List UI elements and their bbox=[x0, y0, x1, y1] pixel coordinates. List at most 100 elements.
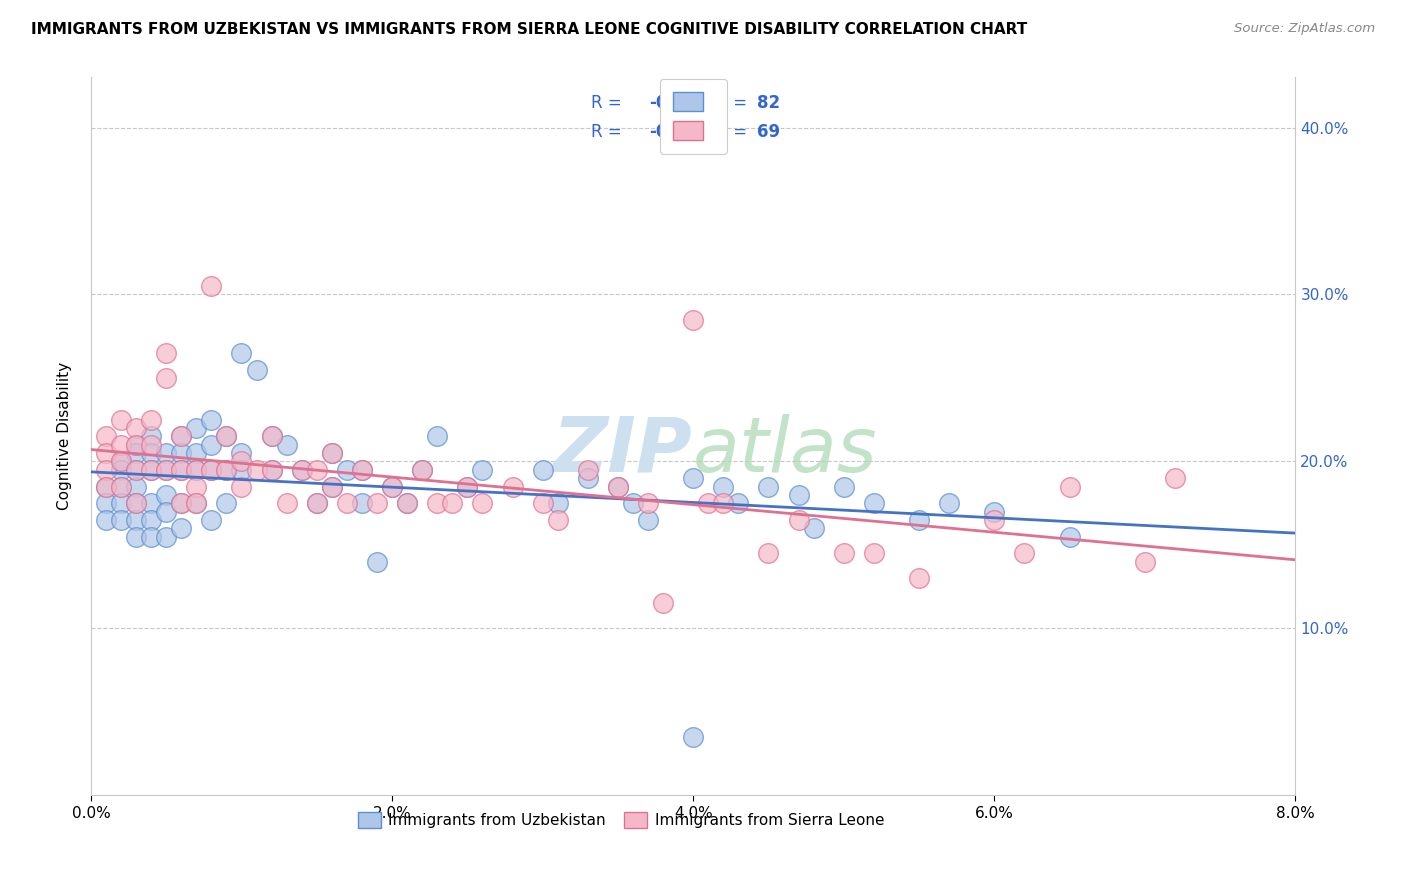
Point bbox=[441, 496, 464, 510]
Point bbox=[200, 279, 222, 293]
Point bbox=[727, 496, 749, 510]
Point bbox=[260, 463, 283, 477]
Point bbox=[215, 496, 238, 510]
Point bbox=[155, 530, 177, 544]
Point bbox=[170, 496, 193, 510]
Point bbox=[170, 429, 193, 443]
Point bbox=[787, 488, 810, 502]
Point bbox=[1133, 555, 1156, 569]
Text: 69: 69 bbox=[756, 123, 780, 141]
Point bbox=[141, 438, 163, 452]
Point bbox=[350, 496, 373, 510]
Point bbox=[983, 513, 1005, 527]
Point bbox=[215, 463, 238, 477]
Point bbox=[305, 463, 328, 477]
Point bbox=[170, 463, 193, 477]
Point bbox=[305, 496, 328, 510]
Point bbox=[141, 413, 163, 427]
Point bbox=[531, 463, 554, 477]
Point bbox=[231, 463, 253, 477]
Text: Source: ZipAtlas.com: Source: ZipAtlas.com bbox=[1234, 22, 1375, 36]
Point bbox=[186, 421, 208, 435]
Point bbox=[155, 371, 177, 385]
Text: -0.124: -0.124 bbox=[648, 123, 709, 141]
Point bbox=[125, 463, 148, 477]
Point bbox=[908, 571, 931, 585]
Point bbox=[155, 346, 177, 360]
Point bbox=[682, 730, 704, 744]
Point bbox=[606, 479, 628, 493]
Point bbox=[637, 496, 659, 510]
Point bbox=[245, 362, 267, 376]
Point bbox=[697, 496, 720, 510]
Point bbox=[321, 479, 343, 493]
Point bbox=[321, 446, 343, 460]
Point bbox=[186, 463, 208, 477]
Text: -0.036: -0.036 bbox=[648, 95, 709, 112]
Text: atlas: atlas bbox=[693, 414, 877, 488]
Point bbox=[1164, 471, 1187, 485]
Point bbox=[170, 429, 193, 443]
Point bbox=[110, 454, 132, 468]
Point bbox=[94, 446, 117, 460]
Point bbox=[231, 454, 253, 468]
Point bbox=[125, 479, 148, 493]
Point bbox=[141, 463, 163, 477]
Point bbox=[125, 530, 148, 544]
Point bbox=[411, 463, 433, 477]
Point bbox=[863, 496, 886, 510]
Point bbox=[125, 496, 148, 510]
Point bbox=[94, 463, 117, 477]
Point bbox=[366, 555, 388, 569]
Point bbox=[832, 546, 855, 560]
Point bbox=[1059, 530, 1081, 544]
Point bbox=[336, 496, 359, 510]
Point bbox=[200, 413, 222, 427]
Point bbox=[110, 479, 132, 493]
Point bbox=[1014, 546, 1036, 560]
Point bbox=[758, 546, 780, 560]
Text: N =: N = bbox=[706, 95, 752, 112]
Point bbox=[155, 488, 177, 502]
Point bbox=[276, 438, 298, 452]
Point bbox=[215, 429, 238, 443]
Point bbox=[682, 312, 704, 326]
Point bbox=[125, 513, 148, 527]
Point bbox=[141, 513, 163, 527]
Point bbox=[832, 479, 855, 493]
Point bbox=[787, 513, 810, 527]
Point bbox=[155, 446, 177, 460]
Point bbox=[110, 496, 132, 510]
Point bbox=[863, 546, 886, 560]
Point bbox=[155, 463, 177, 477]
Point bbox=[350, 463, 373, 477]
Point bbox=[231, 446, 253, 460]
Point bbox=[125, 438, 148, 452]
Point bbox=[803, 521, 825, 535]
Point bbox=[110, 413, 132, 427]
Point bbox=[200, 438, 222, 452]
Text: ZIP: ZIP bbox=[554, 414, 693, 488]
Point bbox=[381, 479, 404, 493]
Point bbox=[456, 479, 478, 493]
Point bbox=[186, 496, 208, 510]
Point bbox=[547, 496, 569, 510]
Point bbox=[215, 463, 238, 477]
Point bbox=[170, 446, 193, 460]
Point bbox=[305, 496, 328, 510]
Point bbox=[336, 463, 359, 477]
Point bbox=[170, 496, 193, 510]
Point bbox=[381, 479, 404, 493]
Point bbox=[456, 479, 478, 493]
Point bbox=[321, 479, 343, 493]
Point bbox=[94, 479, 117, 493]
Point bbox=[245, 463, 267, 477]
Point bbox=[908, 513, 931, 527]
Point bbox=[291, 463, 314, 477]
Point bbox=[110, 438, 132, 452]
Text: IMMIGRANTS FROM UZBEKISTAN VS IMMIGRANTS FROM SIERRA LEONE COGNITIVE DISABILITY : IMMIGRANTS FROM UZBEKISTAN VS IMMIGRANTS… bbox=[31, 22, 1028, 37]
Point bbox=[291, 463, 314, 477]
Point bbox=[110, 463, 132, 477]
Point bbox=[411, 463, 433, 477]
Point bbox=[547, 513, 569, 527]
